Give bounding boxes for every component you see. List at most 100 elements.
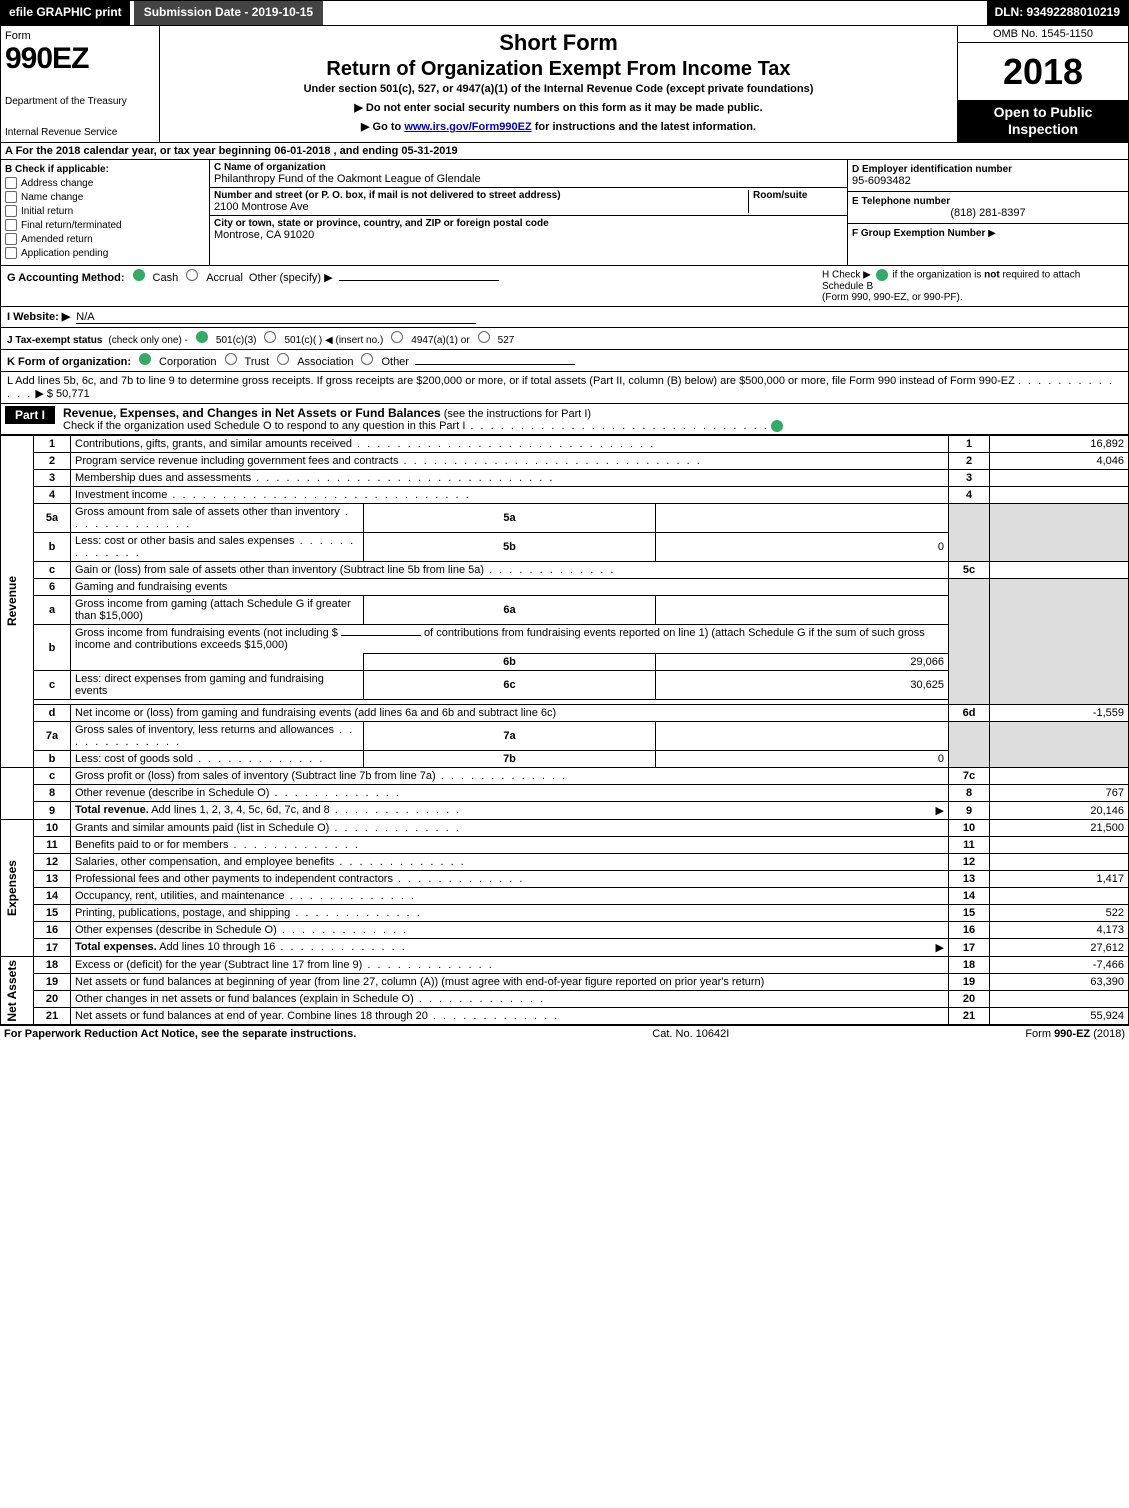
- line-desc: Professional fees and other payments to …: [71, 871, 949, 888]
- phone-cell: E Telephone number (818) 281-8397: [848, 192, 1128, 224]
- section-b-checkboxes: B Check if applicable: Address change Na…: [1, 160, 210, 265]
- result-number: 13: [949, 871, 990, 888]
- org-city-row: City or town, state or province, country…: [210, 216, 847, 243]
- sub-line-value: 29,066: [656, 654, 949, 671]
- table-row: 9 Total revenue. Add lines 1, 2, 3, 4, 5…: [1, 802, 1129, 820]
- section-k-form-of-org: K Form of organization: Corporation Trus…: [0, 350, 1129, 372]
- radio-501c[interactable]: [264, 331, 276, 343]
- shaded-cell: [990, 579, 1129, 705]
- other-org-input[interactable]: [415, 364, 575, 365]
- radio-527[interactable]: [478, 331, 490, 343]
- checkbox-label: Amended return: [21, 234, 93, 245]
- short-form-label: Short Form: [164, 30, 953, 56]
- schedule-o-checkbox[interactable]: [771, 420, 783, 432]
- line-number: 9: [34, 802, 71, 820]
- section-j-tax-exempt: J Tax-exempt status (check only one) - 5…: [0, 328, 1129, 350]
- shaded-cell: [990, 504, 1129, 562]
- line-desc: Occupancy, rent, utilities, and maintena…: [71, 888, 949, 905]
- phone-value: (818) 281-8397: [852, 207, 1124, 219]
- checkbox-amended-return[interactable]: Amended return: [5, 233, 205, 245]
- radio-cash[interactable]: [133, 269, 145, 281]
- table-row: 4 Investment income 4: [1, 487, 1129, 504]
- radio-corporation[interactable]: [139, 353, 151, 365]
- opt-4947: 4947(a)(1) or: [411, 335, 469, 346]
- line-desc: Gross income from fundraising events (no…: [71, 625, 949, 654]
- shaded-cell: [990, 722, 1129, 768]
- efile-print-label[interactable]: efile GRAPHIC print: [1, 1, 130, 25]
- section-l-text: L Add lines 5b, 6c, and 7b to line 9 to …: [7, 375, 1015, 387]
- line-desc: Gain or (loss) from sale of assets other…: [71, 562, 949, 579]
- section-i-website: I Website: ▶ N/A: [0, 307, 1129, 328]
- result-number: 21: [949, 1008, 990, 1025]
- period-end: 05-31-2019: [401, 145, 457, 157]
- result-number: 4: [949, 487, 990, 504]
- checkbox-initial-return[interactable]: Initial return: [5, 205, 205, 217]
- checkbox-final-return[interactable]: Final return/terminated: [5, 219, 205, 231]
- period-label-a: A For the 2018 calendar year, or tax yea…: [5, 145, 274, 157]
- radio-other-org[interactable]: [361, 353, 373, 365]
- line-desc: Less: cost of goods sold: [71, 751, 364, 768]
- form-number: 990EZ: [5, 42, 155, 76]
- line-number: 11: [34, 837, 71, 854]
- other-specify-input[interactable]: [339, 280, 499, 281]
- line-number: 15: [34, 905, 71, 922]
- line-desc: Net assets or fund balances at beginning…: [71, 974, 949, 991]
- line-amount: [990, 991, 1129, 1008]
- result-number: 16: [949, 922, 990, 939]
- gross-receipts-amount: $ 50,771: [47, 388, 90, 400]
- line-number: a: [34, 596, 71, 625]
- opt-501c3: 501(c)(3): [216, 335, 257, 346]
- checkbox-label: Name change: [21, 192, 83, 203]
- city-label: City or town, state or province, country…: [214, 218, 843, 229]
- form-footer-post: (2018): [1093, 1028, 1125, 1040]
- corporation-label: Corporation: [159, 356, 216, 368]
- line-amount: [990, 854, 1129, 871]
- expenses-vertical-tab: Expenses: [1, 820, 34, 957]
- part-i-table: Revenue 1 Contributions, gifts, grants, …: [0, 435, 1129, 1025]
- arrow-icon: ▶: [936, 804, 944, 817]
- radio-accrual[interactable]: [186, 269, 198, 281]
- org-info-grid: B Check if applicable: Address change Na…: [0, 160, 1129, 266]
- line-desc: Salaries, other compensation, and employ…: [71, 854, 949, 871]
- result-number: 15: [949, 905, 990, 922]
- checkbox-application-pending[interactable]: Application pending: [5, 247, 205, 259]
- checkbox-icon: [5, 219, 17, 231]
- trust-label: Trust: [245, 356, 270, 368]
- checkbox-address-change[interactable]: Address change: [5, 177, 205, 189]
- accounting-method-label: G Accounting Method:: [7, 272, 125, 284]
- radio-association[interactable]: [277, 353, 289, 365]
- section-l-gross-receipts: L Add lines 5b, 6c, and 7b to line 9 to …: [0, 372, 1129, 404]
- line-desc: Benefits paid to or for members: [71, 837, 949, 854]
- checkbox-name-change[interactable]: Name change: [5, 191, 205, 203]
- line-desc: Total revenue. Add lines 1, 2, 3, 4, 5c,…: [71, 802, 949, 820]
- sub-line-number: 5b: [363, 533, 656, 562]
- sub-line-value: 0: [656, 533, 949, 562]
- line-amount: 4,173: [990, 922, 1129, 939]
- line-desc: Gaming and fundraising events: [71, 579, 949, 596]
- sub-line-number: 7b: [363, 751, 656, 768]
- page-footer: For Paperwork Reduction Act Notice, see …: [0, 1025, 1129, 1042]
- line-amount: [990, 768, 1129, 785]
- form-word-label: Form: [5, 30, 155, 42]
- line-desc: Other revenue (describe in Schedule O): [71, 785, 949, 802]
- submission-date-label: Submission Date - 2019-10-15: [130, 1, 327, 25]
- line-number: b: [34, 625, 71, 671]
- irs-link[interactable]: www.irs.gov/Form990EZ: [404, 121, 531, 133]
- goto-suffix: for instructions and the latest informat…: [535, 121, 756, 133]
- line-amount: -1,559: [990, 705, 1129, 722]
- arrow-icon: ▶: [936, 941, 944, 954]
- line-number: 1: [34, 436, 71, 453]
- radio-501c3[interactable]: [196, 331, 208, 343]
- city-value: Montrose, CA 91020: [214, 229, 843, 241]
- h-checkbox[interactable]: [876, 269, 888, 281]
- radio-4947[interactable]: [391, 331, 403, 343]
- form-footer-pre: Form: [1025, 1028, 1054, 1040]
- check-only-one-note: (check only one) -: [108, 335, 187, 346]
- checkbox-label: Initial return: [21, 206, 73, 217]
- line-6b-blank[interactable]: [341, 635, 421, 636]
- line-desc: Program service revenue including govern…: [71, 453, 949, 470]
- part-i-title: Revenue, Expenses, and Changes in Net As…: [63, 406, 441, 420]
- result-number: 18: [949, 957, 990, 974]
- radio-trust[interactable]: [225, 353, 237, 365]
- result-number: 20: [949, 991, 990, 1008]
